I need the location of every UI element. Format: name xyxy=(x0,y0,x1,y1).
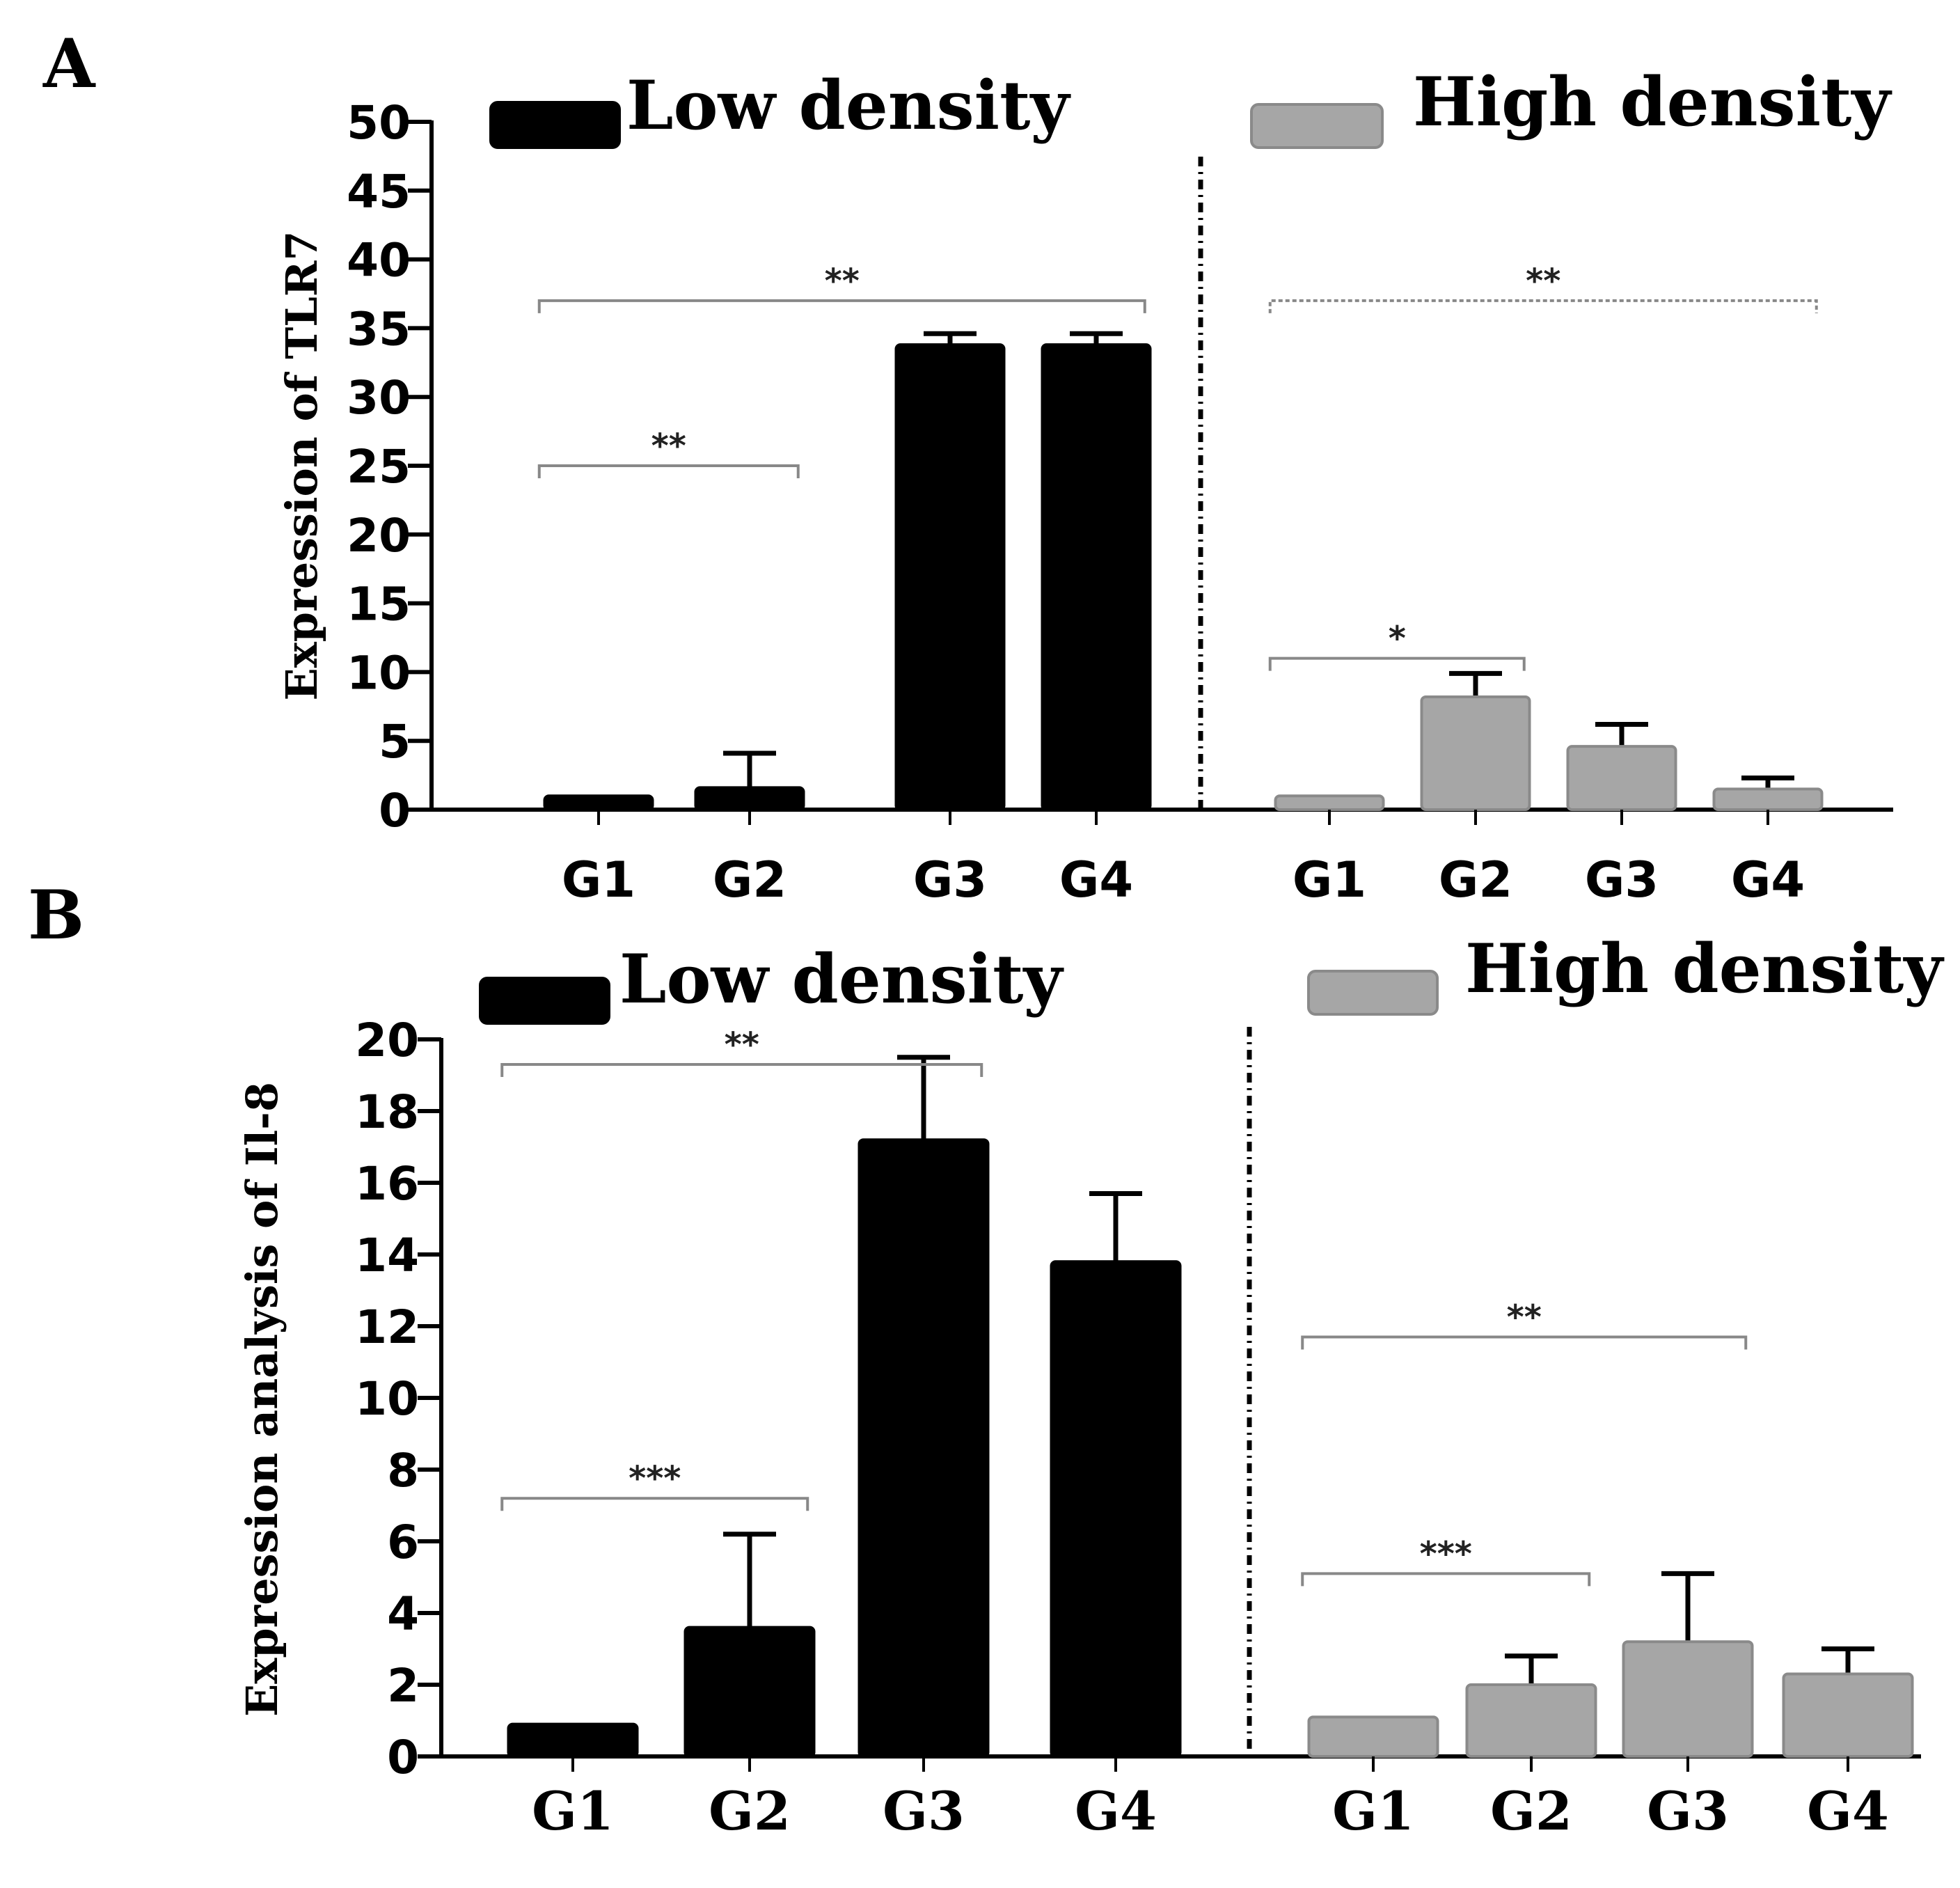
category-label: G4 xyxy=(1059,851,1133,908)
legend-swatch xyxy=(489,101,621,149)
y-tick-label: 20 xyxy=(355,1014,419,1067)
bar xyxy=(1782,1672,1914,1759)
legend-label: Low density xyxy=(619,940,1064,1018)
significance-bracket xyxy=(1301,1335,1748,1350)
y-tick-label: 40 xyxy=(347,234,411,288)
y-tick-label: 14 xyxy=(355,1229,419,1282)
bar xyxy=(507,1722,639,1758)
significance-label: *** xyxy=(1420,1534,1472,1573)
y-tick-label: 20 xyxy=(347,509,411,563)
y-tick-label: 45 xyxy=(347,165,411,219)
bar xyxy=(858,1138,990,1758)
bar xyxy=(894,343,1006,811)
category-label: G4 xyxy=(1075,1780,1157,1842)
bar xyxy=(1566,745,1677,811)
category-label: G3 xyxy=(1585,851,1659,908)
y-tick-label: 5 xyxy=(379,715,411,769)
bar xyxy=(1274,794,1385,811)
y-tick-label: 18 xyxy=(355,1085,419,1139)
significance-bracket xyxy=(1268,299,1818,313)
y-axis-label: Expression of TLR7 xyxy=(276,230,327,700)
category-label: G4 xyxy=(1807,1780,1889,1842)
panel-a-chart: A 0 5 10 15 20 25 30 35 40 45 50 Expression of TLR7 L… xyxy=(42,24,1893,908)
category-label: G2 xyxy=(709,1780,791,1842)
legend-label: High density xyxy=(1465,929,1945,1008)
significance-bracket xyxy=(537,299,1146,313)
significance-label: ** xyxy=(1526,262,1560,301)
y-tick-label: 35 xyxy=(347,302,411,356)
y-tick-label: 0 xyxy=(379,784,411,837)
y-tick-label: 15 xyxy=(347,578,411,631)
y-tick-label: 4 xyxy=(387,1587,419,1641)
category-label: G1 xyxy=(1332,1780,1414,1842)
y-tick-label: 8 xyxy=(387,1444,419,1497)
y-tick-label: 0 xyxy=(387,1731,419,1784)
legend-label: High density xyxy=(1413,63,1892,141)
category-label: G2 xyxy=(713,851,787,908)
significance-label: ** xyxy=(1507,1298,1542,1337)
y-tick-label: 16 xyxy=(355,1157,419,1211)
legend-label: Low density xyxy=(626,66,1071,145)
bar xyxy=(1420,695,1531,812)
category-label: G1 xyxy=(1293,851,1366,908)
significance-bracket xyxy=(500,1063,983,1078)
bar xyxy=(1465,1683,1597,1758)
y-axis-label: Expression analysis of Il-8 xyxy=(237,1082,287,1717)
legend-swatch xyxy=(1307,970,1439,1016)
significance-bracket xyxy=(500,1497,809,1511)
y-tick-label: 12 xyxy=(355,1300,419,1354)
significance-label: ** xyxy=(725,1025,759,1064)
panel-label: B xyxy=(28,876,84,954)
category-label: G3 xyxy=(883,1780,965,1842)
category-label: G4 xyxy=(1731,851,1805,908)
significance-bracket xyxy=(1268,656,1526,671)
significance-bracket xyxy=(537,464,800,478)
panel-b-chart: B 0 2 4 6 8 10 12 14 16 18 20 Expression analysis of… xyxy=(28,876,1945,1842)
bar xyxy=(1041,343,1152,811)
significance-bracket xyxy=(1301,1572,1591,1587)
significance-label: ** xyxy=(651,427,686,466)
significance-label: *** xyxy=(629,1459,681,1498)
y-tick-label: 30 xyxy=(347,371,411,425)
bar xyxy=(1050,1260,1182,1759)
y-tick-label: 10 xyxy=(347,646,411,700)
significance-label: ** xyxy=(825,262,860,301)
category-label: G3 xyxy=(1647,1780,1729,1842)
category-label: G1 xyxy=(562,851,635,908)
category-label: G2 xyxy=(1439,851,1512,908)
y-tick-label: 10 xyxy=(355,1372,419,1426)
bar xyxy=(1622,1640,1754,1758)
y-tick-label: 50 xyxy=(347,96,411,150)
bar xyxy=(694,786,805,812)
y-tick-label: 2 xyxy=(387,1659,419,1713)
y-tick-label: 25 xyxy=(347,440,411,494)
significance-label: * xyxy=(1389,620,1406,659)
bar xyxy=(1712,787,1824,811)
category-label: G3 xyxy=(913,851,987,908)
category-label: G1 xyxy=(532,1780,614,1842)
legend-swatch xyxy=(479,977,610,1025)
bar xyxy=(543,794,654,811)
legend-swatch xyxy=(1250,103,1384,149)
panel-label: A xyxy=(42,24,96,103)
category-label: G2 xyxy=(1490,1780,1572,1842)
bar xyxy=(683,1626,816,1759)
bar xyxy=(1307,1715,1439,1759)
y-tick-label: 6 xyxy=(387,1516,419,1569)
